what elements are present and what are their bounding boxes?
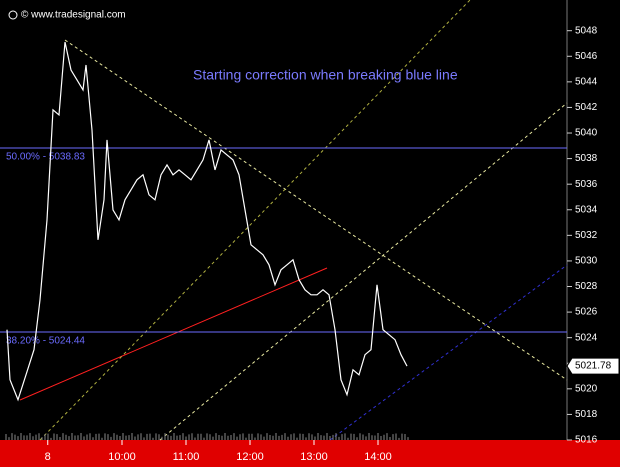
- fib-label: 38.20% - 5024.44: [6, 336, 85, 347]
- last-price-label: 5021.78: [575, 361, 612, 372]
- x-axis-band: [0, 440, 620, 467]
- y-tick-label: 5032: [575, 230, 598, 241]
- trend-line: [329, 264, 568, 441]
- y-tick-label: 5034: [575, 204, 598, 215]
- source: © www.tradesignal.com: [21, 10, 126, 21]
- annotation: Starting correction when breaking blue l…: [193, 67, 458, 83]
- y-tick-label: 5038: [575, 153, 598, 164]
- y-tick-label: 5036: [575, 179, 598, 190]
- x-tick-label: 11:00: [173, 451, 200, 463]
- y-tick-label: 5026: [575, 307, 598, 318]
- x-tick-label: 14:00: [364, 451, 392, 463]
- y-tick-label: 5040: [575, 128, 598, 139]
- y-tick-label: 5048: [575, 25, 598, 36]
- y-tick-label: 5016: [575, 435, 598, 446]
- trend-line: [39, 0, 471, 441]
- trend-line: [159, 102, 568, 441]
- x-tick-label: 13:00: [300, 451, 328, 463]
- y-tick-label: 5028: [575, 281, 598, 292]
- last-price-box: [566, 357, 620, 375]
- y-tick-label: 5046: [575, 51, 598, 62]
- trend-line: [19, 267, 328, 401]
- logo-icon: [8, 10, 18, 20]
- fib-label: 50.00% - 5038.83: [6, 152, 85, 163]
- y-tick-label: 5030: [575, 256, 598, 267]
- price-line: [6, 41, 408, 402]
- y-tick-label: 5042: [575, 102, 598, 113]
- x-tick-label: 10:00: [108, 451, 136, 463]
- x-tick-label: 8: [45, 451, 51, 463]
- x-tick-label: 12:00: [236, 451, 264, 463]
- y-tick-label: 5020: [575, 383, 598, 394]
- y-tick-label: 5024: [575, 332, 598, 343]
- trend-line: [64, 39, 568, 381]
- y-tick-label: 5044: [575, 77, 598, 88]
- y-tick-label: 5018: [575, 409, 598, 420]
